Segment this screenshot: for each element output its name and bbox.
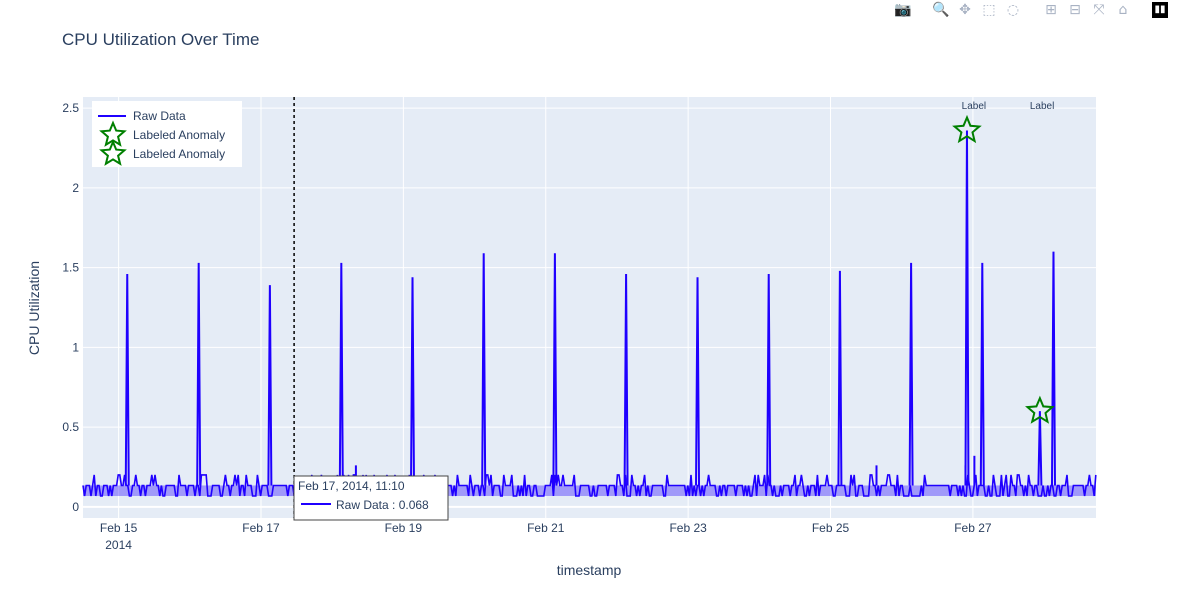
baseline-trace <box>82 474 1097 497</box>
zoom-out-icon[interactable]: ⊟ <box>1069 2 1081 18</box>
legend-star-icon <box>99 139 127 166</box>
y-tick-label: 1.5 <box>62 261 79 275</box>
x-tick-year-label: 2014 <box>105 538 132 552</box>
x-tick-label: Feb 25 <box>812 521 850 535</box>
x-tick-label: Feb 21 <box>527 521 565 535</box>
raw-data-spike <box>481 253 487 486</box>
raw-data-spike <box>338 262 344 486</box>
x-axis-title: timestamp <box>557 562 622 578</box>
legend-item-label: Labeled Anomaly <box>133 147 225 161</box>
x-tick-label: Feb 27 <box>954 521 992 535</box>
zoom-in-icon[interactable]: ⊞ <box>1045 2 1057 18</box>
hover-tooltip-value: Raw Data : 0.068 <box>336 498 429 512</box>
raw-data-spike <box>196 262 202 486</box>
y-tick-label: 1 <box>72 340 79 354</box>
y-axis: 0 0.5 1 1.5 2 2.5 <box>62 101 79 514</box>
raw-data-spike <box>837 270 843 486</box>
raw-data-spike <box>267 285 273 486</box>
lasso-select-icon[interactable]: ◌ <box>1006 2 1020 18</box>
x-tick-label: Feb 19 <box>385 521 423 535</box>
raw-data-baseline <box>82 474 1097 497</box>
chart-title: CPU Utilization Over Time <box>62 30 260 49</box>
anomaly-star-marker <box>952 114 982 144</box>
modebar: 📷 🔍 ✥ ⬚ ◌ ⊞ ⊟ ⤧ ⌂ ▮▮ <box>894 0 1168 20</box>
raw-data-spike <box>1037 411 1043 486</box>
x-tick-label: Feb 23 <box>669 521 707 535</box>
y-axis-title: CPU Utilization <box>26 261 42 355</box>
raw-data-spike <box>410 277 416 486</box>
hover-tooltip-box <box>293 475 449 521</box>
raw-data-spike <box>908 262 914 486</box>
x-axis: Feb 15 2014 Feb 17 Feb 19 Feb 21 Feb 23 Feb 25… <box>100 521 992 552</box>
anomaly-markers <box>952 114 1055 424</box>
y-tick-label: 2.5 <box>62 101 79 115</box>
plot-background <box>83 97 1096 518</box>
raw-data-spike <box>124 274 130 486</box>
hover-tooltip: Feb 17, 2014, 11:10 Raw Data : 0.068 <box>293 475 449 521</box>
y-tick-label: 2 <box>72 181 79 195</box>
autoscale-icon[interactable]: ⤧ <box>1093 2 1105 18</box>
raw-data-spike <box>552 253 558 486</box>
raw-data-spike <box>979 262 985 486</box>
legend-item-label: Raw Data <box>133 109 186 123</box>
y-tick-label: 0.5 <box>62 420 79 434</box>
reset-axes-icon[interactable]: ⌂ <box>1118 2 1128 18</box>
legend[interactable]: Raw Data Labeled Anomaly Labeled Anomaly <box>92 101 242 167</box>
x-tick-label: Feb 17 <box>242 521 280 535</box>
gridlines <box>83 97 1096 518</box>
raw-data-spike <box>964 130 970 486</box>
legend-box <box>92 101 242 167</box>
box-select-icon[interactable]: ⬚ <box>982 2 996 18</box>
series-raw-data <box>124 130 1056 486</box>
annotation-label: Label <box>962 101 986 112</box>
annotations: Label Label <box>962 101 1055 112</box>
y-tick-label: 0 <box>72 500 79 514</box>
camera-icon[interactable]: 📷 <box>894 2 912 18</box>
legend-item-label: Labeled Anomaly <box>133 128 225 142</box>
x-tick-label: Feb 15 <box>100 521 138 535</box>
annotation-label: Label <box>1030 101 1054 112</box>
pan-icon[interactable]: ✥ <box>959 2 971 18</box>
raw-data-spike <box>766 274 772 486</box>
anomaly-star-marker <box>1025 395 1055 424</box>
raw-data-spike <box>695 277 701 486</box>
raw-data-spike <box>623 274 629 486</box>
plotly-logo-icon[interactable]: ▮▮ <box>1152 2 1168 18</box>
hover-tooltip-title: Feb 17, 2014, 11:10 <box>298 479 405 493</box>
zoom-icon[interactable]: 🔍 <box>932 2 950 18</box>
